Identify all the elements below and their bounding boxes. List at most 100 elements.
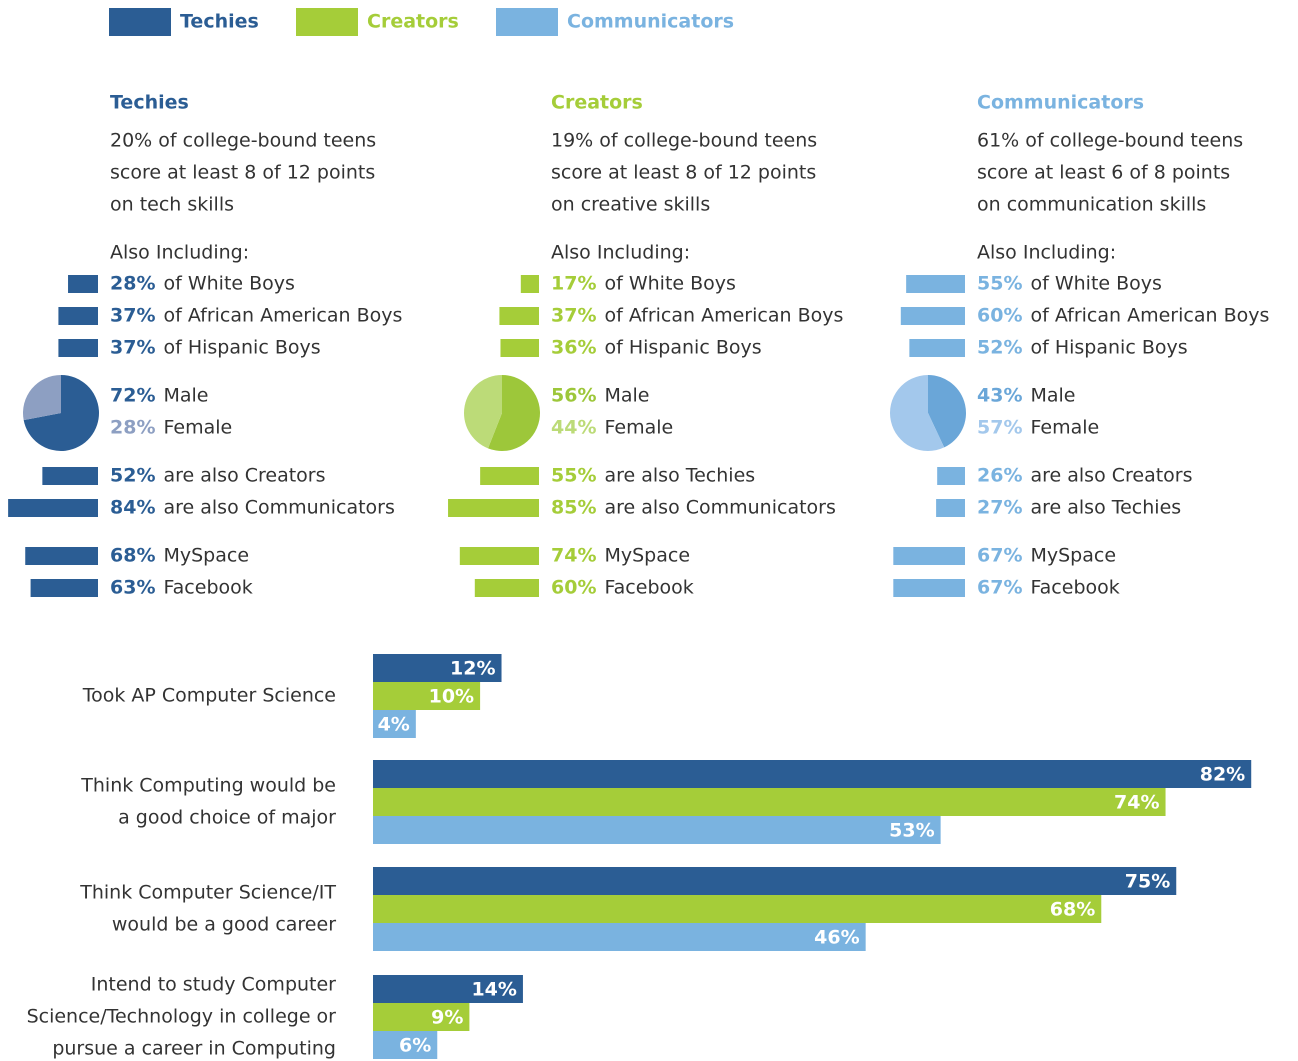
item-label: Male (163, 385, 208, 407)
bar (937, 467, 965, 485)
panel-description: on tech skills (110, 194, 234, 216)
value-label: 60% (551, 577, 596, 599)
panel-description: 20% of college-bound teens (110, 130, 376, 152)
bar (900, 307, 965, 325)
item-label: are also Communicators (604, 497, 835, 519)
panel-title: Communicators (977, 92, 1144, 114)
pie-slice (890, 375, 945, 452)
item-label: of White Boys (163, 273, 294, 295)
bar-value-label: 14% (471, 979, 516, 1001)
bar-value-label: 75% (1125, 871, 1170, 893)
item-label: Male (1030, 385, 1075, 407)
panel-description: score at least 8 of 12 points (110, 162, 375, 184)
bar (42, 467, 98, 485)
value-label: 28% (110, 417, 155, 439)
value-label: 37% (110, 305, 155, 327)
bar-value-label: 46% (814, 927, 859, 949)
bar-value-label: 74% (1114, 792, 1159, 814)
value-label: 17% (551, 273, 596, 295)
bar (373, 975, 523, 1003)
panel-title: Creators (551, 92, 643, 114)
panel-description: 19% of college-bound teens (551, 130, 817, 152)
value-label: 67% (977, 545, 1022, 567)
value-label: 55% (977, 273, 1022, 295)
value-label: 60% (977, 305, 1022, 327)
bar (499, 307, 539, 325)
legend-label: Communicators (567, 11, 734, 33)
item-label: of African American Boys (604, 305, 843, 327)
value-label: 56% (551, 385, 596, 407)
bar (373, 895, 1102, 923)
bar-value-label: 82% (1200, 764, 1245, 786)
pie-slice (488, 375, 541, 452)
bar-value-label: 4% (378, 714, 410, 736)
item-label: of Hispanic Boys (163, 337, 320, 359)
item-label: are also Techies (1030, 497, 1181, 519)
value-label: 84% (110, 497, 155, 519)
item-label: of African American Boys (163, 305, 402, 327)
value-label: 43% (977, 385, 1022, 407)
value-label: 36% (551, 337, 596, 359)
panel-title: Techies (110, 92, 189, 114)
item-label: Facebook (1030, 577, 1119, 599)
category-label: would be a good career (112, 914, 336, 936)
panel-description: score at least 6 of 8 points (977, 162, 1230, 184)
panel-subheading: Also Including: (110, 242, 249, 264)
category-label: Think Computer Science/IT (79, 882, 336, 904)
bar (373, 1003, 470, 1031)
panel-description: on communication skills (977, 194, 1206, 216)
bar (58, 307, 98, 325)
item-label: are also Creators (1030, 465, 1192, 487)
bar (30, 579, 99, 597)
value-label: 85% (551, 497, 596, 519)
bar (936, 499, 965, 517)
bar (373, 710, 416, 738)
category-label: a good choice of major (118, 807, 336, 829)
value-label: 74% (551, 545, 596, 567)
item-label: of Hispanic Boys (604, 337, 761, 359)
panel-description: on creative skills (551, 194, 710, 216)
category-label: Think Computing would be (80, 775, 336, 797)
item-label: of Hispanic Boys (1030, 337, 1187, 359)
value-label: 55% (551, 465, 596, 487)
value-label: 37% (110, 337, 155, 359)
item-label: MySpace (604, 545, 690, 567)
item-label: MySpace (163, 545, 249, 567)
bar (459, 547, 539, 565)
bar-value-label: 10% (429, 686, 474, 708)
bar-value-label: 68% (1050, 899, 1095, 921)
legend-label: Techies (180, 11, 259, 33)
bar (373, 816, 941, 844)
legend-swatch (496, 8, 558, 36)
panel-description: 61% of college-bound teens (977, 130, 1243, 152)
value-label: 26% (977, 465, 1022, 487)
bar (8, 499, 98, 517)
value-label: 52% (110, 465, 155, 487)
item-label: of African American Boys (1030, 305, 1269, 327)
value-label: 52% (977, 337, 1022, 359)
bar (893, 579, 965, 597)
pie-slice (928, 375, 966, 448)
bar (58, 339, 98, 357)
item-label: of White Boys (604, 273, 735, 295)
bar (893, 547, 965, 565)
bar-value-label: 9% (431, 1007, 463, 1029)
bar (373, 1031, 438, 1059)
pie-slice (464, 375, 502, 449)
category-label: pursue a career in Computing (52, 1038, 336, 1060)
bar (909, 339, 965, 357)
item-label: are also Techies (604, 465, 755, 487)
value-label: 57% (977, 417, 1022, 439)
bar (373, 923, 866, 951)
bar (448, 499, 539, 517)
item-label: Female (1030, 417, 1099, 439)
panel-description: score at least 8 of 12 points (551, 162, 816, 184)
bar-value-label: 12% (450, 658, 495, 680)
value-label: 63% (110, 577, 155, 599)
pie-slice (23, 375, 61, 421)
value-label: 27% (977, 497, 1022, 519)
bar (474, 579, 539, 597)
value-label: 37% (551, 305, 596, 327)
bar (906, 275, 965, 293)
